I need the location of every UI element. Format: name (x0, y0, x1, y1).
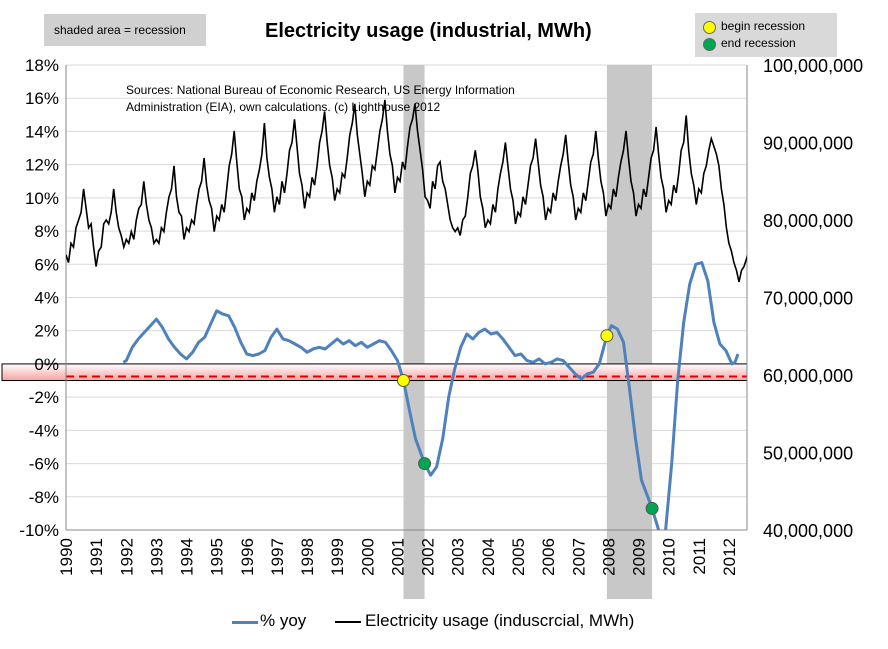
y-left-tick-label: 10% (25, 189, 59, 208)
y-left-tick-label: -2% (29, 388, 59, 407)
y-left-tick-label: 14% (25, 122, 59, 141)
chart-title: Electricity usage (industrial, MWh) (265, 20, 592, 42)
x-tick-label: 1996 (238, 538, 257, 576)
recession-note-text: shaded area = recession (54, 23, 186, 37)
marker-legend: begin recession end recession (695, 13, 837, 57)
y-left-tick-label: 0% (34, 355, 59, 374)
end-recession-marker (418, 457, 432, 471)
y-left-tick-label: 6% (34, 255, 59, 274)
recession-shading (403, 65, 653, 599)
y-left-tick-label: -4% (29, 421, 59, 440)
y-right-tick-label: 90,000,000 (763, 134, 853, 154)
y-right-tick-label: 50,000,000 (763, 444, 853, 464)
axes (65, 65, 748, 531)
x-tick-label: 2007 (569, 538, 588, 576)
y-left-tick-label: 4% (34, 289, 59, 308)
y-left-tick-label: 18% (25, 56, 59, 75)
x-tick-label: 2000 (358, 538, 377, 576)
x-tick-label: 1993 (147, 538, 166, 576)
x-tick-label: 2010 (660, 538, 679, 576)
begin-recession-dot-icon (703, 21, 716, 34)
end-recession-dot-icon (703, 38, 716, 51)
x-tick-label: 2004 (479, 538, 498, 576)
legend-label-yoy: % yoy (260, 611, 307, 630)
series-lines (66, 99, 747, 530)
x-tick-label: 1990 (57, 538, 76, 576)
x-tick-label: 2011 (690, 538, 709, 575)
x-tick-label: 1992 (117, 538, 136, 576)
threshold-band (1, 363, 748, 382)
x-tick-label: 2008 (599, 538, 618, 576)
y-right-tick-label: 80,000,000 (763, 211, 853, 231)
recession-shade (403, 65, 425, 599)
y-left-tick-label: 2% (34, 322, 59, 341)
threshold-band-rect (1, 363, 748, 382)
x-tick-label: 2002 (419, 538, 438, 576)
y-right-tick-label: 70,000,000 (763, 289, 853, 309)
tick-labels: 18% 16% 14% 12% 10% 8% 6% 4% 2% 0% -2% -4% -6% -8% -10… (19, 56, 863, 576)
legend-swatch-yoy (232, 621, 258, 624)
y-left-tick-label: 16% (25, 89, 59, 108)
y-left-tick-label: 8% (34, 222, 59, 241)
x-tick-label: 1991 (87, 538, 106, 576)
sources-line-1: Sources: National Bureau of Economic Res… (126, 83, 515, 97)
y-left-tick-label: -6% (29, 455, 59, 474)
x-tick-label: 2001 (388, 538, 407, 576)
sources-note: Sources: National Bureau of Economic Res… (126, 82, 556, 116)
x-tick-label: 2005 (509, 538, 528, 576)
series-line-yoy (122, 261, 740, 530)
x-tick-label: 2012 (720, 538, 739, 576)
recession-shade (606, 65, 653, 599)
y-left-tick-label: -8% (29, 488, 59, 507)
y-right-tick-label: 100,000,000 (763, 56, 863, 76)
y-left-tick-label: 12% (25, 156, 59, 175)
x-tick-label: 1997 (268, 538, 287, 576)
x-tick-label: 1994 (178, 538, 197, 576)
end-recession-marker (645, 501, 659, 515)
begin-recession-marker (396, 374, 410, 388)
legend-label-usage: Electricity usage (induscrcial, MWh) (365, 611, 635, 630)
y-right-tick-label: 40,000,000 (763, 521, 853, 541)
legend-swatch-usage (335, 621, 361, 623)
x-tick-label: 1995 (208, 538, 227, 576)
legend-end-label: end recession (721, 36, 796, 50)
x-tick-label: 2009 (630, 538, 649, 576)
y-left-tick-label: -10% (19, 521, 59, 540)
series-line-usage (66, 99, 747, 283)
legend-begin-label: begin recession (721, 19, 806, 33)
x-tick-label: 1999 (328, 538, 347, 576)
x-tick-label: 2006 (539, 538, 558, 576)
recession-markers (396, 329, 659, 515)
x-tick-label: 1998 (298, 538, 317, 576)
begin-recession-marker (600, 329, 614, 343)
sources-line-2: Administration (EIA), own calculations. … (126, 100, 441, 114)
x-tick-label: 2003 (449, 538, 468, 576)
y-right-tick-label: 60,000,000 (763, 366, 853, 386)
recession-note-box: shaded area = recession (44, 14, 206, 46)
